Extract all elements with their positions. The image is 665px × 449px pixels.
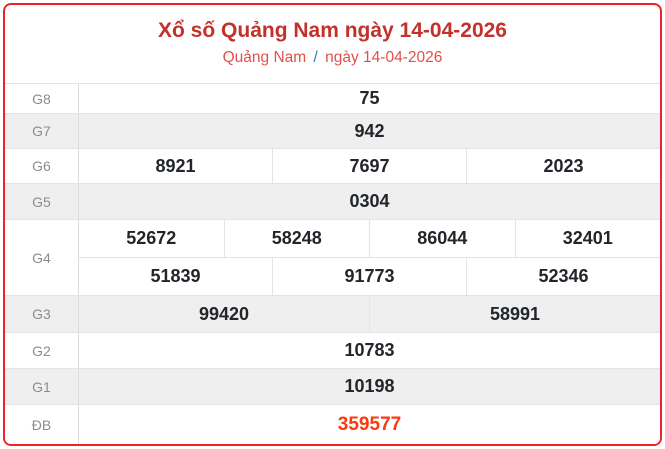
prize-values: 359577 bbox=[79, 405, 660, 444]
prize-row-g4: G4 52672 58248 86044 32401 51839 91773 52346 bbox=[5, 220, 660, 296]
prize-number: 99420 bbox=[198, 303, 250, 324]
prize-row-g8: G8 75 bbox=[5, 84, 660, 114]
prize-label: G6 bbox=[5, 149, 79, 183]
prize-values: 10198 bbox=[79, 369, 660, 404]
prize-value-row: 52672 58248 86044 32401 bbox=[79, 220, 660, 257]
prize-value-row: 942 bbox=[79, 114, 660, 148]
prize-row-g1: G1 10198 bbox=[5, 369, 660, 405]
page-title: Xổ số Quảng Nam ngày 14-04-2026 bbox=[158, 19, 507, 42]
lottery-result-card: Xổ số Quảng Nam ngày 14-04-2026 Quảng Na… bbox=[3, 3, 662, 446]
prize-values: 0304 bbox=[79, 184, 660, 219]
prize-label: G2 bbox=[5, 333, 79, 368]
prize-number: 52346 bbox=[466, 258, 660, 295]
breadcrumb-region-link[interactable]: Quảng Nam bbox=[222, 49, 307, 67]
prize-number: 7697 bbox=[272, 149, 466, 183]
prize-number: 91773 bbox=[272, 258, 466, 295]
prize-number: 8921 bbox=[155, 155, 196, 176]
breadcrumb-separator: / bbox=[313, 49, 318, 67]
prize-value-row: 75 bbox=[79, 84, 660, 113]
prize-values: 8921 7697 2023 bbox=[79, 149, 660, 183]
prize-number: 86044 bbox=[369, 220, 515, 257]
results-table: G8 75 G7 942 G6 8921 7697 2023 G5 0304 G4 52672 5824… bbox=[5, 84, 660, 444]
prize-label: G1 bbox=[5, 369, 79, 404]
prize-label: G3 bbox=[5, 296, 79, 332]
prize-number: 52672 bbox=[126, 228, 177, 248]
prize-number: 75 bbox=[359, 88, 380, 108]
prize-row-g6: G6 8921 7697 2023 bbox=[5, 149, 660, 184]
prize-number: 58248 bbox=[223, 220, 370, 257]
result-header: Xổ số Quảng Nam ngày 14-04-2026 Quảng Na… bbox=[5, 5, 660, 84]
prize-value-row: 10783 bbox=[79, 333, 660, 368]
prize-row-g5: G5 0304 bbox=[5, 184, 660, 220]
prize-row-g3: G3 99420 58991 bbox=[5, 296, 660, 333]
prize-values: 10783 bbox=[79, 333, 660, 368]
prize-row-g7: G7 942 bbox=[5, 114, 660, 149]
prize-number: 942 bbox=[354, 120, 385, 141]
prize-value-row: 51839 91773 52346 bbox=[79, 257, 660, 295]
prize-label: G7 bbox=[5, 114, 79, 148]
prize-values: 942 bbox=[79, 114, 660, 148]
special-prize-number: 359577 bbox=[337, 413, 402, 435]
prize-value-row: 10198 bbox=[79, 369, 660, 404]
prize-row-đb: ĐB 359577 bbox=[5, 405, 660, 444]
prize-values: 52672 58248 86044 32401 51839 91773 52346 bbox=[79, 220, 660, 295]
prize-value-row: 0304 bbox=[79, 184, 660, 219]
prize-value-row: 99420 58991 bbox=[79, 296, 660, 332]
prize-label: G5 bbox=[5, 184, 79, 219]
prize-value-row: 8921 7697 2023 bbox=[79, 149, 660, 183]
prize-number: 2023 bbox=[466, 149, 660, 183]
prize-row-g2: G2 10783 bbox=[5, 333, 660, 369]
prize-number: 10783 bbox=[344, 340, 395, 360]
prize-number: 58991 bbox=[369, 296, 660, 332]
prize-value-row: 359577 bbox=[79, 405, 660, 444]
breadcrumb-date-link[interactable]: ngày 14-04-2026 bbox=[325, 49, 443, 67]
prize-number: 51839 bbox=[150, 266, 201, 286]
prize-label: G8 bbox=[5, 84, 79, 113]
prize-label: G4 bbox=[5, 220, 79, 295]
prize-label: ĐB bbox=[5, 405, 79, 444]
prize-number: 0304 bbox=[349, 191, 390, 211]
breadcrumb: Quảng Nam / ngày 14-04-2026 bbox=[5, 49, 660, 67]
prize-values: 75 bbox=[79, 84, 660, 113]
prize-values: 99420 58991 bbox=[79, 296, 660, 332]
prize-number: 10198 bbox=[344, 376, 395, 396]
prize-number: 32401 bbox=[514, 220, 661, 257]
